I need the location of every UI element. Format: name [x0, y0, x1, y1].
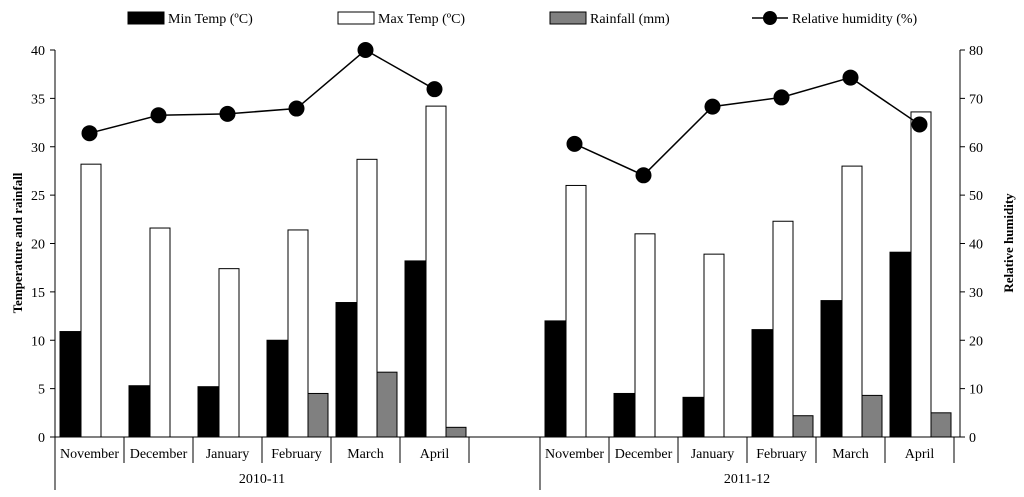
category-label: March [347, 447, 384, 462]
category-label: December [615, 447, 673, 462]
humidity-point [288, 100, 305, 117]
y-tick-label-left: 10 [31, 334, 45, 349]
bar-min [128, 385, 150, 438]
category-label: March [832, 447, 869, 462]
legend: Min Temp (ºC) Max Temp (ºC) Rainfall (mm) R… [127, 11, 918, 27]
y-axis-label-right: Relative humidity [1001, 193, 1016, 293]
y-tick-label-left: 20 [31, 238, 45, 253]
humidity-point [842, 69, 859, 86]
category-label: November [60, 447, 119, 462]
y-tick-label-left: 35 [31, 92, 45, 107]
y-tick-label-right: 70 [969, 92, 983, 107]
humidity-point [704, 98, 721, 115]
bar-max [910, 111, 932, 438]
bar-min [266, 339, 288, 438]
category-label: January [691, 447, 735, 462]
bar-rain [930, 412, 952, 438]
bar-rain [376, 371, 398, 438]
bar-rain [792, 415, 814, 438]
category-label: April [420, 447, 450, 462]
bar-max [80, 163, 102, 438]
humidity-point [426, 81, 443, 98]
bar-min [751, 329, 773, 438]
group-label: 2010-11 [239, 472, 285, 487]
bar-min [889, 251, 911, 438]
category-label: January [206, 447, 250, 462]
bar-min [820, 300, 842, 438]
legend-label-rh: Relative humidity (%) [792, 12, 918, 27]
bar-min [682, 396, 704, 438]
legend-label-max: Max Temp (ºC) [378, 12, 465, 27]
y-tick-label-left: 30 [31, 141, 45, 156]
category-axis: November December January February March Apri… [54, 437, 955, 490]
legend-swatch-max [337, 11, 375, 25]
bar-max [565, 184, 587, 438]
bar-rain [307, 392, 329, 438]
y-tick-label-right: 10 [969, 383, 983, 398]
humidity-point [81, 125, 98, 142]
legend-marker-swatch [763, 11, 777, 25]
bar-max [634, 233, 656, 438]
legend-swatch-rain [549, 11, 587, 25]
legend-label-rain: Rainfall (mm) [590, 12, 670, 27]
humidity-line [574, 76, 920, 177]
bar-max [356, 158, 378, 438]
legend-label-min: Min Temp (ºC) [168, 12, 253, 27]
bars [59, 105, 952, 438]
category-label: December [130, 447, 188, 462]
humidity-line [89, 49, 435, 134]
bar-max [149, 227, 171, 438]
axes: 0 5 10 15 20 25 30 35 40 0 10 20 30 40 50 60 70 80 [31, 44, 983, 446]
category-label: February [271, 447, 322, 462]
humidity-point [911, 116, 928, 133]
y-tick-label-right: 80 [969, 44, 983, 59]
category-label: February [756, 447, 807, 462]
y-tick-label-left: 5 [38, 383, 45, 398]
y-tick-label-left: 25 [31, 189, 45, 204]
y-tick-label-left: 0 [38, 431, 45, 446]
humidity-point [357, 42, 374, 58]
humidity-point [773, 89, 790, 106]
bar-rain [861, 394, 883, 438]
y-tick-label-right: 20 [969, 334, 983, 349]
y-tick-label-right: 50 [969, 189, 983, 204]
bar-min [613, 392, 635, 438]
bar-min [544, 320, 566, 438]
y-axis-label-left: Temperature and rainfall [10, 172, 25, 313]
bar-max [287, 229, 309, 438]
bar-min [404, 260, 426, 438]
y-tick-label-right: 30 [969, 286, 983, 301]
bar-min [197, 386, 219, 438]
category-label: November [545, 447, 604, 462]
humidity-point [566, 135, 583, 152]
bar-max [841, 165, 863, 438]
bar-max [425, 105, 447, 438]
humidity-lines [81, 42, 928, 184]
humidity-point [150, 107, 167, 124]
y-tick-label-left: 40 [31, 44, 45, 59]
humidity-point [635, 167, 652, 184]
y-tick-label-left: 15 [31, 286, 45, 301]
legend-swatch-min [127, 11, 165, 25]
bar-max [218, 268, 240, 438]
group-label: 2011-12 [724, 472, 770, 487]
bar-min [59, 331, 81, 438]
bar-max [703, 253, 725, 438]
bar-max [772, 220, 794, 438]
y-tick-label-right: 0 [969, 431, 976, 446]
category-label: April [905, 447, 935, 462]
y-tick-label-right: 60 [969, 141, 983, 156]
y-tick-label-right: 40 [969, 238, 983, 253]
bar-rain [445, 426, 467, 438]
bar-min [335, 302, 357, 438]
humidity-point [219, 105, 236, 122]
